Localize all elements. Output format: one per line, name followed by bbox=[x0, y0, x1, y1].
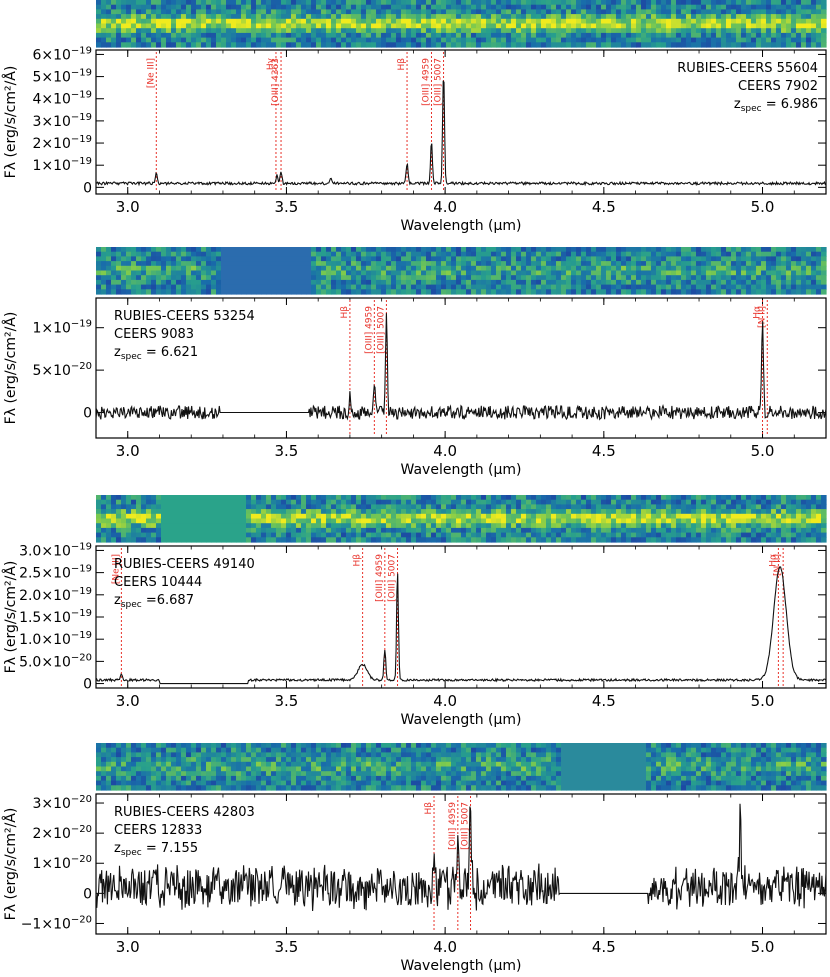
y-tick-label: 5.0×10−20 bbox=[19, 652, 92, 670]
y-tick-label: 2×10−20 bbox=[32, 824, 92, 842]
x-axis-label: Wavelength (μm) bbox=[401, 958, 522, 974]
emission-line-label: Hβ bbox=[340, 306, 350, 319]
x-axis-label: Wavelength (μm) bbox=[401, 462, 522, 478]
y-tick-label: 2.0×10−19 bbox=[19, 586, 92, 604]
emission-line-label: [Ne III] bbox=[111, 554, 121, 584]
x-tick-label: 3.5 bbox=[275, 442, 299, 460]
x-tick-label: 4.0 bbox=[433, 692, 457, 710]
spectrum-2d-image bbox=[96, 0, 827, 48]
x-tick-label: 3.0 bbox=[116, 442, 140, 460]
ceers-id: CEERS 10444 bbox=[114, 575, 202, 590]
emission-line-label: [Ne III] bbox=[146, 58, 156, 88]
y-tick-label: 0 bbox=[83, 886, 92, 902]
x-tick-label: 3.0 bbox=[116, 938, 140, 956]
y-tick-label: 1×10−19 bbox=[32, 319, 92, 337]
x-tick-label: 3.5 bbox=[275, 938, 299, 956]
x-tick-label: 3.0 bbox=[116, 198, 140, 216]
emission-line-label: [OIII] 5007 bbox=[434, 58, 444, 106]
y-tick-label: −1×10−20 bbox=[21, 914, 92, 932]
ceers-id: CEERS 7902 bbox=[738, 79, 818, 94]
ceers-id: CEERS 9083 bbox=[114, 327, 194, 342]
object-name: RUBIES-CEERS 42803 bbox=[114, 805, 255, 820]
y-tick-label: 0 bbox=[83, 406, 92, 422]
spectrum-2d-image bbox=[96, 247, 827, 295]
x-tick-label: 5.0 bbox=[751, 692, 775, 710]
x-tick-label: 4.5 bbox=[592, 442, 616, 460]
x-tick-label: 3.5 bbox=[275, 692, 299, 710]
plot-frame bbox=[95, 793, 827, 935]
emission-line-label: Hγ bbox=[266, 57, 276, 70]
y-tick-label: 3.0×10−19 bbox=[19, 541, 92, 559]
x-axis-label: Wavelength (μm) bbox=[401, 712, 522, 728]
object-name: RUBIES-CEERS 49140 bbox=[114, 557, 255, 572]
emission-line-label: Hβ bbox=[424, 802, 434, 815]
emission-line-label: [OIII] 4363 bbox=[271, 58, 281, 106]
spectrum-line bbox=[95, 313, 827, 421]
y-tick-label: 3×10−20 bbox=[32, 794, 92, 812]
x-tick-label: 4.5 bbox=[592, 198, 616, 216]
x-tick-label: 3.5 bbox=[275, 198, 299, 216]
redshift-label: zspec = 7.155 bbox=[114, 841, 198, 858]
redshift-label: zspec =6.687 bbox=[114, 593, 194, 610]
y-axis-label: Fλ (erg/s/cm²/Å) bbox=[2, 808, 19, 921]
emission-line-label: [OIII] 5007 bbox=[388, 554, 398, 602]
spectrum-line bbox=[95, 803, 827, 912]
emission-line-label: Hα bbox=[768, 554, 778, 567]
y-axis-label: Fλ (erg/s/cm²/Å) bbox=[2, 66, 19, 179]
ceers-id: CEERS 12833 bbox=[114, 823, 202, 838]
x-tick-label: 4.0 bbox=[433, 198, 457, 216]
x-tick-label: 5.0 bbox=[751, 938, 775, 956]
x-tick-label: 4.0 bbox=[433, 442, 457, 460]
emission-line-label: [OIII] 4959 bbox=[448, 802, 458, 850]
x-tick-label: 4.0 bbox=[433, 938, 457, 956]
redshift-label: zspec = 6.986 bbox=[734, 97, 818, 114]
object-name: RUBIES-CEERS 53254 bbox=[114, 309, 255, 324]
emission-line-label: Hα bbox=[753, 306, 763, 319]
emission-line-label: [OIII] 4959 bbox=[364, 306, 374, 354]
y-tick-label: 1.5×10−19 bbox=[19, 608, 92, 626]
x-tick-label: 5.0 bbox=[751, 442, 775, 460]
y-tick-label: 0 bbox=[83, 180, 92, 196]
y-tick-label: 3×10−19 bbox=[32, 112, 92, 130]
y-axis-label: Fλ (erg/s/cm²/Å) bbox=[2, 561, 19, 674]
spectrum-line bbox=[95, 80, 827, 187]
spectrum-line bbox=[95, 566, 827, 685]
y-axis-label: Fλ (erg/s/cm²/Å) bbox=[2, 312, 19, 425]
y-tick-label: 2×10−19 bbox=[32, 134, 92, 152]
emission-line-label: [OIII] 5007 bbox=[461, 802, 471, 850]
y-tick-label: 1.0×10−19 bbox=[19, 630, 92, 648]
y-tick-label: 5×10−19 bbox=[32, 68, 92, 86]
y-tick-label: 4×10−19 bbox=[32, 90, 92, 108]
x-tick-label: 4.5 bbox=[592, 692, 616, 710]
plot-frame bbox=[95, 49, 827, 195]
emission-line-label: Hβ bbox=[397, 58, 407, 71]
y-tick-label: 0 bbox=[83, 677, 92, 693]
emission-line-label: [N II] bbox=[773, 554, 783, 576]
redshift-label: zspec = 6.621 bbox=[114, 345, 198, 362]
spectrum-2d-image bbox=[96, 743, 827, 791]
object-name: RUBIES-CEERS 55604 bbox=[677, 61, 818, 76]
plot-frame bbox=[95, 297, 827, 439]
emission-line-label: [OIII] 4959 bbox=[421, 58, 431, 106]
y-tick-label: 1×10−19 bbox=[32, 156, 92, 174]
emission-line-label: [N II] bbox=[757, 306, 767, 328]
y-tick-label: 2.5×10−19 bbox=[19, 564, 92, 582]
y-tick-label: 6×10−19 bbox=[32, 45, 92, 63]
spectrum-2d-image bbox=[96, 495, 827, 543]
emission-line-label: Hβ bbox=[353, 554, 363, 567]
y-tick-label: 5×10−20 bbox=[32, 361, 92, 379]
emission-line-label: [OIII] 4959 bbox=[375, 554, 385, 602]
emission-line-label: [OIII] 5007 bbox=[376, 306, 386, 354]
x-tick-label: 4.5 bbox=[592, 938, 616, 956]
x-tick-label: 3.0 bbox=[116, 692, 140, 710]
y-tick-label: 1×10−20 bbox=[32, 854, 92, 872]
x-tick-label: 5.0 bbox=[751, 198, 775, 216]
x-axis-label: Wavelength (μm) bbox=[401, 218, 522, 234]
